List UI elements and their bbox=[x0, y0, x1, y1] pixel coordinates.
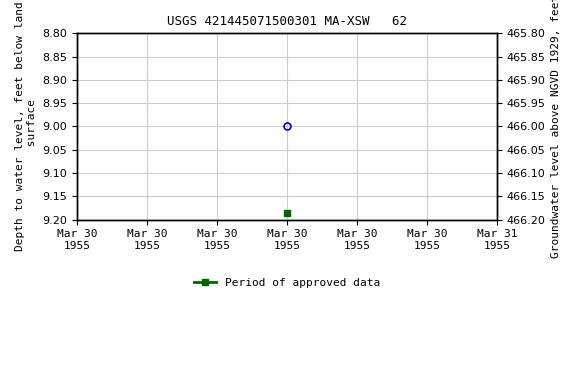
Y-axis label: Depth to water level, feet below land
 surface: Depth to water level, feet below land su… bbox=[15, 2, 37, 252]
Legend: Period of approved data: Period of approved data bbox=[189, 273, 384, 292]
Title: USGS 421445071500301 MA-XSW   62: USGS 421445071500301 MA-XSW 62 bbox=[167, 15, 407, 28]
Y-axis label: Groundwater level above NGVD 1929, feet: Groundwater level above NGVD 1929, feet bbox=[551, 0, 561, 258]
